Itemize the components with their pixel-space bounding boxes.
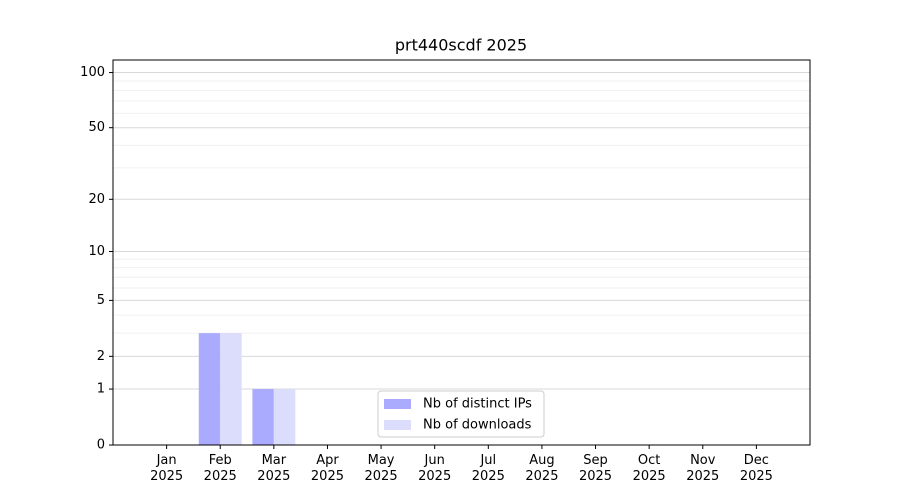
x-tick-label: Jun 2025 xyxy=(418,453,452,484)
bar xyxy=(252,389,274,445)
legend-swatch xyxy=(384,399,411,409)
bar xyxy=(198,333,221,445)
x-tick-label: May 2025 xyxy=(364,453,398,484)
y-tick-label: 10 xyxy=(88,244,105,259)
legend-swatch xyxy=(384,420,411,430)
x-tick-label: Apr 2025 xyxy=(310,453,344,484)
x-tick-label: Nov 2025 xyxy=(686,453,720,484)
x-tick-label: Feb 2025 xyxy=(203,453,237,484)
bar xyxy=(273,389,296,445)
legend: Nb of distinct IPs Nb of downloads xyxy=(377,390,545,438)
x-tick-label: Oct 2025 xyxy=(632,453,666,484)
legend-label: Nb of downloads xyxy=(423,418,532,433)
y-tick-label: 5 xyxy=(97,293,105,308)
legend-label: Nb of distinct IPs xyxy=(423,397,532,412)
x-tick-label: Aug 2025 xyxy=(525,453,559,484)
bar xyxy=(220,333,242,445)
x-tick-label: Jul 2025 xyxy=(471,453,505,484)
x-tick-label: Jan 2025 xyxy=(150,453,184,484)
y-tick-label: 1 xyxy=(97,382,105,397)
x-tick-label: Mar 2025 xyxy=(257,453,291,484)
legend-box xyxy=(377,390,545,438)
chart-title: prt440scdf 2025 xyxy=(395,36,527,55)
y-tick-label: 2 xyxy=(97,349,105,364)
y-tick-label: 0 xyxy=(97,438,105,453)
x-tick-label: Sep 2025 xyxy=(578,453,613,484)
plot-frame xyxy=(112,59,811,446)
y-tick-label: 100 xyxy=(80,65,105,80)
x-tick-label: Dec 2025 xyxy=(739,453,773,484)
y-tick-label: 50 xyxy=(88,120,105,135)
y-tick-label: 20 xyxy=(88,192,105,207)
